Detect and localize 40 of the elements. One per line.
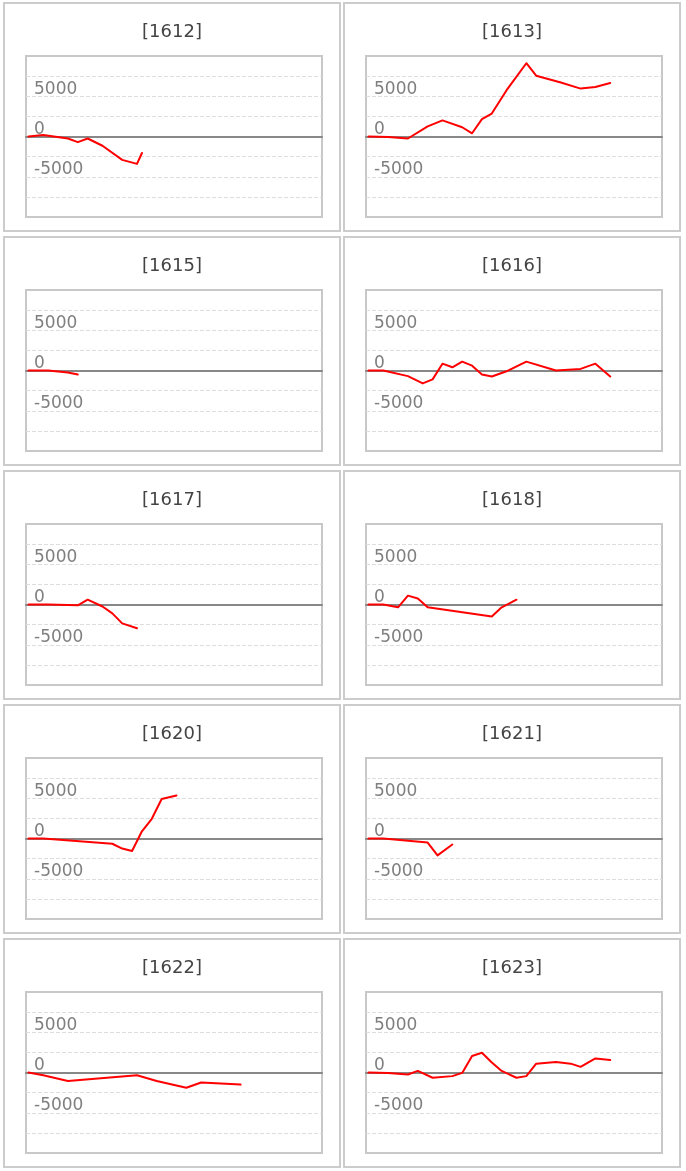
chart-title: [1613]: [482, 19, 542, 41]
y-tick-label: -5000: [34, 626, 84, 647]
y-tick-label: 0: [34, 352, 45, 372]
chart-title: [1617]: [142, 487, 202, 509]
y-tick-label: 0: [34, 118, 45, 138]
y-tick-label: 5000: [34, 311, 78, 332]
y-tick-label: -5000: [374, 1094, 424, 1115]
y-tick-label: 5000: [34, 545, 78, 566]
y-tick-label: -5000: [34, 1094, 84, 1115]
y-tick-label: -5000: [34, 392, 84, 413]
y-tick-label: 0: [374, 1054, 385, 1074]
y-tick-label: 5000: [374, 779, 418, 800]
y-tick-label: 0: [34, 820, 45, 840]
chart-title: [1623]: [482, 955, 542, 977]
y-tick-label: -5000: [374, 860, 424, 881]
y-tick-label: 0: [374, 352, 385, 372]
chart-title: [1618]: [482, 487, 542, 509]
y-tick-label: 5000: [374, 77, 418, 98]
y-tick-label: 5000: [34, 779, 78, 800]
y-tick-label: -5000: [34, 158, 84, 179]
y-tick-label: 0: [374, 586, 385, 606]
y-tick-label: 5000: [374, 545, 418, 566]
chart-title: [1620]: [142, 721, 202, 743]
chart-title: [1622]: [142, 955, 202, 977]
y-tick-label: 5000: [34, 77, 78, 98]
y-tick-label: 5000: [374, 311, 418, 332]
chart-title: [1615]: [142, 253, 202, 275]
chart-title: [1616]: [482, 253, 542, 275]
y-tick-label: 0: [34, 586, 45, 606]
y-tick-label: 0: [374, 118, 385, 138]
chart-title: [1621]: [482, 721, 542, 743]
y-tick-label: 5000: [374, 1013, 418, 1034]
y-tick-label: 0: [34, 1054, 45, 1074]
y-tick-label: 5000: [34, 1013, 78, 1034]
y-tick-label: -5000: [374, 392, 424, 413]
y-tick-label: -5000: [374, 158, 424, 179]
chart-title: [1612]: [142, 19, 202, 41]
y-tick-label: 0: [374, 820, 385, 840]
y-tick-label: -5000: [34, 860, 84, 881]
y-tick-label: -5000: [374, 626, 424, 647]
